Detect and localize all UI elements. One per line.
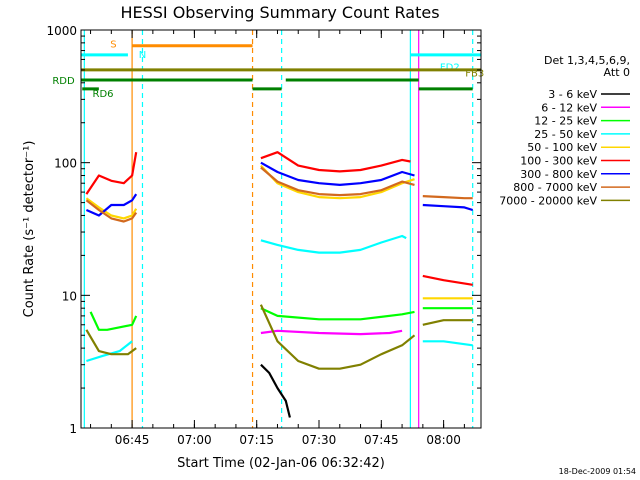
timestamp: 18-Dec-2009 01:54 — [559, 467, 636, 476]
series-4-segment-1 — [260, 164, 415, 200]
flag-label-2: FD2 — [440, 63, 460, 74]
legend-label-7: 800 - 7000 keV — [513, 181, 597, 194]
series-6-segment-2 — [422, 203, 474, 212]
flag-label-4: RDD — [52, 76, 75, 87]
legend-header-0: Det 1,3,4,5,6,9, — [544, 54, 630, 67]
x-tick-label-2: 07:15 — [239, 433, 274, 447]
plot-frame — [80, 29, 482, 429]
series-2-segment-0 — [89, 311, 138, 331]
x-tick-label-1: 07:00 — [177, 433, 212, 447]
series-8-segment-2 — [422, 319, 473, 326]
series-5-segment-1 — [260, 151, 411, 173]
legend-label-2: 12 - 25 keV — [534, 115, 597, 128]
series-3-segment-1 — [260, 234, 407, 254]
x-tick-label-5: 08:00 — [426, 433, 461, 447]
x-tick-label-3: 07:30 — [302, 433, 337, 447]
legend-label-8: 7000 - 20000 keV — [499, 194, 597, 207]
flag-label-0: S — [110, 40, 116, 51]
legend-label-6: 300 - 800 keV — [520, 168, 597, 181]
legend-label-3: 25 - 50 keV — [534, 128, 597, 141]
series-6-segment-0 — [85, 193, 138, 217]
legend-label-0: 3 - 6 keV — [548, 88, 597, 101]
flag-label-5: RD6 — [93, 89, 114, 100]
y-tick-label-3: 1000 — [46, 24, 77, 38]
legend-label-5: 100 - 300 keV — [520, 155, 597, 168]
y-tick-label-2: 100 — [54, 157, 77, 171]
series-8-segment-0 — [85, 329, 137, 356]
series-7-segment-2 — [422, 195, 473, 200]
x-axis-label: Start Time (02-Jan-06 06:32:42) — [177, 456, 385, 471]
series-5-segment-2 — [422, 274, 473, 286]
series-7-segment-0 — [85, 199, 138, 223]
x-tick-label-4: 07:45 — [364, 433, 399, 447]
y-axis-label: Count Rate (s⁻¹ detector⁻¹) — [22, 141, 37, 318]
series-1-segment-0 — [260, 329, 403, 336]
series-0-segment-0 — [260, 363, 291, 418]
chart-title: HESSI Observing Summary Count Rates — [120, 3, 439, 22]
plot-area: S N FD2 FB3 RDD RD6 — [52, 30, 484, 428]
flag-label-3: FB3 — [465, 68, 484, 79]
axes: 06:45 07:00 07:15 07:30 07:45 08:00 1 10 100 1000 — [46, 24, 481, 447]
series-3-segment-2 — [422, 340, 473, 347]
series-8-segment-1 — [259, 304, 416, 370]
y-tick-label-1: 10 — [62, 289, 77, 303]
legend-header-1: Att 0 — [604, 66, 630, 79]
series-4-segment-0 — [85, 197, 138, 220]
series-6-segment-1 — [260, 161, 415, 186]
flag-label-1: N — [139, 50, 146, 61]
y-tick-label-0: 1 — [69, 422, 77, 436]
x-tick-label-0: 06:45 — [115, 433, 150, 447]
legend-label-1: 6 - 12 keV — [541, 101, 597, 114]
series-2-segment-1 — [260, 307, 415, 321]
legend-label-4: 50 - 100 keV — [527, 141, 597, 154]
series-5-segment-0 — [85, 152, 138, 195]
series-7-segment-1 — [260, 166, 415, 197]
